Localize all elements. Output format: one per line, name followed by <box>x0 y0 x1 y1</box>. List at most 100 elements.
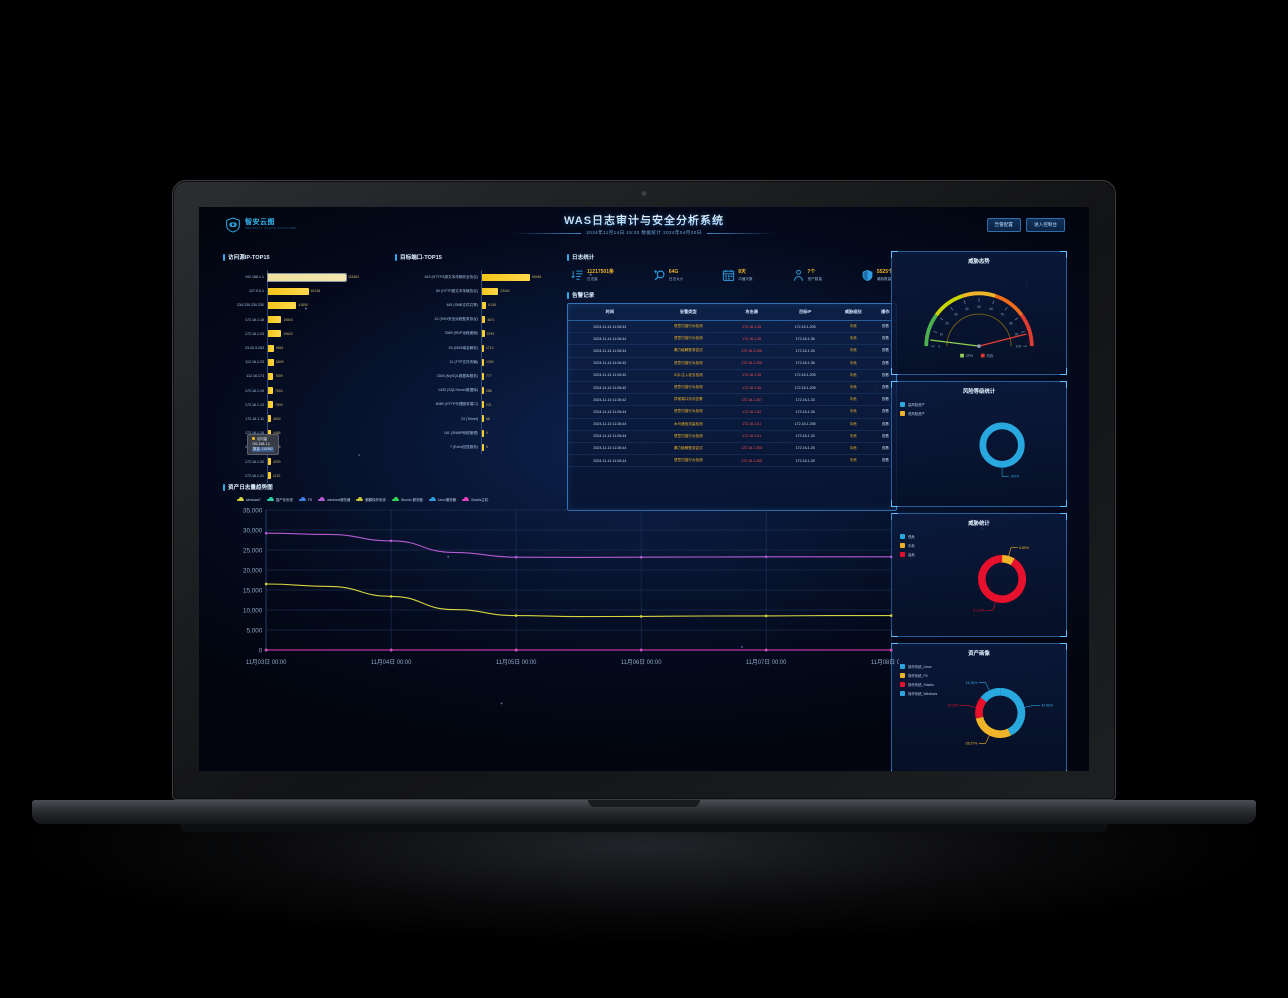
legend-swatch <box>900 543 905 548</box>
bar-row[interactable]: 445 (SMB文件共享) 6138 <box>395 298 565 313</box>
legend-marker <box>237 497 244 501</box>
bar-row[interactable]: 21 (FTP文件传输) 1309 <box>395 355 565 370</box>
cell-action[interactable]: 查看 <box>881 348 889 353</box>
bar-row[interactable]: 172.16.1.20 4299 <box>223 454 393 469</box>
table-row[interactable]: 2024-11-14 11:26:44 恶意扫描行为检测 172.16.1.26 17… <box>568 321 896 333</box>
trend-legend-item[interactable]: windows服务器 <box>318 497 350 502</box>
bar-row[interactable]: 1433 (SQLServer数据库) 288 <box>395 383 565 398</box>
bar-row[interactable]: 3389 (RDP远程桌面) 3793 <box>395 326 565 341</box>
bar-value-label: 7604 <box>275 388 283 393</box>
corner-bl <box>891 630 898 637</box>
bar-row[interactable]: 192.168.1.1 115362 <box>223 270 393 285</box>
cell-action[interactable]: 查看 <box>881 372 889 377</box>
bar-track: 7600 <box>267 397 393 412</box>
bar-row[interactable]: 172.16.1.19 7604 <box>223 383 393 398</box>
trend-legend-item[interactable]: windows7 <box>237 497 261 502</box>
table-row[interactable]: 2024-11-14 11:26:44 恶意扫描行为检测 172.16.1.61 17… <box>568 430 896 443</box>
page-subtitle: 2024年11月14日 15:02 数据统计 2024年04月20日 <box>586 230 702 235</box>
cell-action[interactable]: 查看 <box>881 360 889 365</box>
trend-legend-item[interactable]: FS <box>298 497 312 502</box>
bar-row[interactable]: 234.230.230.230 41890 <box>223 298 393 313</box>
bar-row[interactable]: 172.16.1.15 4456 <box>223 426 393 441</box>
enter-console-button[interactable]: 进入控制台 <box>1026 218 1065 232</box>
bar-category-label: 53 (DNS域名解析) <box>448 345 478 350</box>
legend-label: 麒麟操作系统 <box>365 498 386 502</box>
trend-legend-item[interactable]: 麒麟操作系统 <box>356 497 386 502</box>
cell-dst: 172.16.1.205 <box>794 385 816 390</box>
cell-action[interactable]: 查看 <box>881 324 889 329</box>
cell-level: 中危 <box>849 445 857 450</box>
cell-action[interactable]: 查看 <box>881 445 889 450</box>
cell-level: 中危 <box>849 409 857 414</box>
bar-track: 4671 <box>481 312 565 327</box>
bar-row[interactable]: 172.16.1.23 19620 <box>223 326 393 341</box>
bar-row[interactable]: 23 (Telnet) 68 <box>395 411 565 427</box>
bar-row[interactable]: 127.0.0.1 60148 <box>223 284 393 299</box>
corner-br <box>1060 630 1067 637</box>
table-row[interactable]: 2024-11-14 11:26:44 恶意扫描行为检测 172.16.1.52 17… <box>568 406 896 418</box>
bar-row[interactable]: 22 (SSH安全远程登录协议) 4671 <box>395 312 565 327</box>
table-row[interactable]: 2024-11-14 11:26:44 恶意扫描行为检测 172.16.1.205 1… <box>568 455 896 467</box>
legend-item[interactable]: 低风险资产 <box>900 411 925 416</box>
cell-action[interactable]: 查看 <box>881 385 889 390</box>
bar-chart-target-port[interactable]: 443 (HTTPS超文本传输安全协议) 69484 80 (HTTP超文本传输协议… <box>395 270 565 455</box>
cell-action[interactable]: 查看 <box>881 421 889 426</box>
trend-legend-item[interactable]: Ubuntu 服务器 <box>391 497 423 502</box>
legend-item[interactable]: 高危 <box>900 552 915 557</box>
bar-row[interactable]: 112.16.173 7809 <box>223 369 393 384</box>
table-row[interactable]: 2024-11-14 11:26:44 木马通信流量检测 172.16.1.61 17… <box>568 418 896 431</box>
bar-value-label: 6138 <box>488 303 496 308</box>
bar-row[interactable]: 443 (HTTPS超文本传输安全协议) 69484 <box>395 270 565 285</box>
panel-title-alert-records: 告警记录 <box>567 291 897 299</box>
bar-row[interactable]: 112.16.1.23 8849 <box>223 355 393 370</box>
legend-item[interactable]: 中危 <box>900 543 915 548</box>
table-row[interactable]: 2024-11-14 11:26:42 恶意扫描行为检测 172.16.1.36 17… <box>568 381 896 394</box>
table-row[interactable]: 2024-11-14 11:26:42 异常端口访问告警 172.16.1.207 1… <box>568 394 896 406</box>
trend-legend-item[interactable]: Solaris主机 <box>462 497 488 502</box>
alert-records-table[interactable]: 时间 告警类型 攻击源 目标IP 威胁级别 操作 2024-11-14 11:26:44 恶… <box>568 304 896 467</box>
legend-item[interactable]: 操作系统_Linux <box>900 664 937 669</box>
bar-value-label: 3793 <box>486 331 495 336</box>
logo-main-text: 智安云图 <box>245 219 296 226</box>
bar-row[interactable]: 3306 (MySQL数据库服务) 777 <box>395 369 565 384</box>
bar-row[interactable]: 23.43.3.253 8861 <box>223 340 393 356</box>
legend-swatch <box>900 673 905 678</box>
cell-action[interactable]: 查看 <box>881 336 889 341</box>
bar-row[interactable]: 172.16.1.18 19804 <box>223 312 393 327</box>
stat-value: 11217501条 <box>587 269 614 276</box>
trend-legend-item[interactable]: 国产化系统 <box>266 497 293 502</box>
table-row[interactable]: 2024-11-14 11:26:44 恶意扫描行为检测 172.16.1.26 17… <box>568 333 896 345</box>
legend-item[interactable]: 高风险资产 <box>900 402 925 407</box>
legend-item[interactable]: 操作系统_FS <box>900 673 937 678</box>
bar-row[interactable]: 161 (SNMP网络管理) 9 <box>395 426 565 441</box>
legend-item[interactable]: 操作系统_Windows <box>900 691 937 696</box>
bar-row[interactable]: 80 (HTTP超文本传输协议) 23434 <box>395 284 565 299</box>
trend-legend-item[interactable]: Linux服务器 <box>428 497 456 502</box>
legend-item[interactable]: 操作系统_Solaris <box>900 682 937 687</box>
bar-fill <box>482 301 487 309</box>
legend-item[interactable]: 低危 <box>900 534 915 539</box>
bar-row[interactable]: 172.16.1.21 4132 <box>223 468 393 483</box>
cell-action[interactable]: 查看 <box>881 433 889 438</box>
bar-value-label: 1309 <box>486 360 494 365</box>
table-row[interactable]: 2024-11-14 11:26:44 暴力破解登录尝试 172.16.1.205 1… <box>568 345 896 358</box>
table-row[interactable]: 2024-11-14 11:26:42 恶意扫描行为检测 172.16.1.205 1… <box>568 357 896 370</box>
bar-row[interactable]: 53 (DNS域名解析) 1713 <box>395 340 565 356</box>
cell-action[interactable]: 查看 <box>881 409 889 414</box>
bar-row[interactable]: 7 (Echo回显服务) 5 <box>395 440 565 455</box>
bar-track: 8849 <box>267 355 393 370</box>
bar-row[interactable]: 172.16.1.13 7600 <box>223 397 393 412</box>
trend-line-chart[interactable]: 0 5,000 10,000 15,000 20,000 25,000 30,000 35,0… <box>223 504 899 672</box>
bar-category-label: 8080 (HTTP代理服务端口) <box>435 402 478 407</box>
stat-label: 日志大小 <box>668 276 684 281</box>
legend-marker <box>462 497 470 501</box>
svg-text:100%: 100% <box>1010 475 1019 479</box>
cell-action[interactable]: 查看 <box>881 397 889 402</box>
bar-row[interactable]: 8080 (HTTP代理服务端口) 221 <box>395 397 565 412</box>
svg-text:90: 90 <box>1015 332 1019 336</box>
bar-row[interactable]: 172.16.1.11 4692 <box>223 411 393 427</box>
cell-action[interactable]: 查看 <box>881 458 889 463</box>
alert-config-button[interactable]: 告警配置 <box>986 218 1022 232</box>
table-row[interactable]: 2024-11-14 11:26:44 暴力破解登录尝试 172.16.1.205 1… <box>568 442 896 455</box>
table-row[interactable]: 2024-11-14 11:26:42 SQL注入攻击检测 172.16.1.26 1… <box>568 369 896 382</box>
